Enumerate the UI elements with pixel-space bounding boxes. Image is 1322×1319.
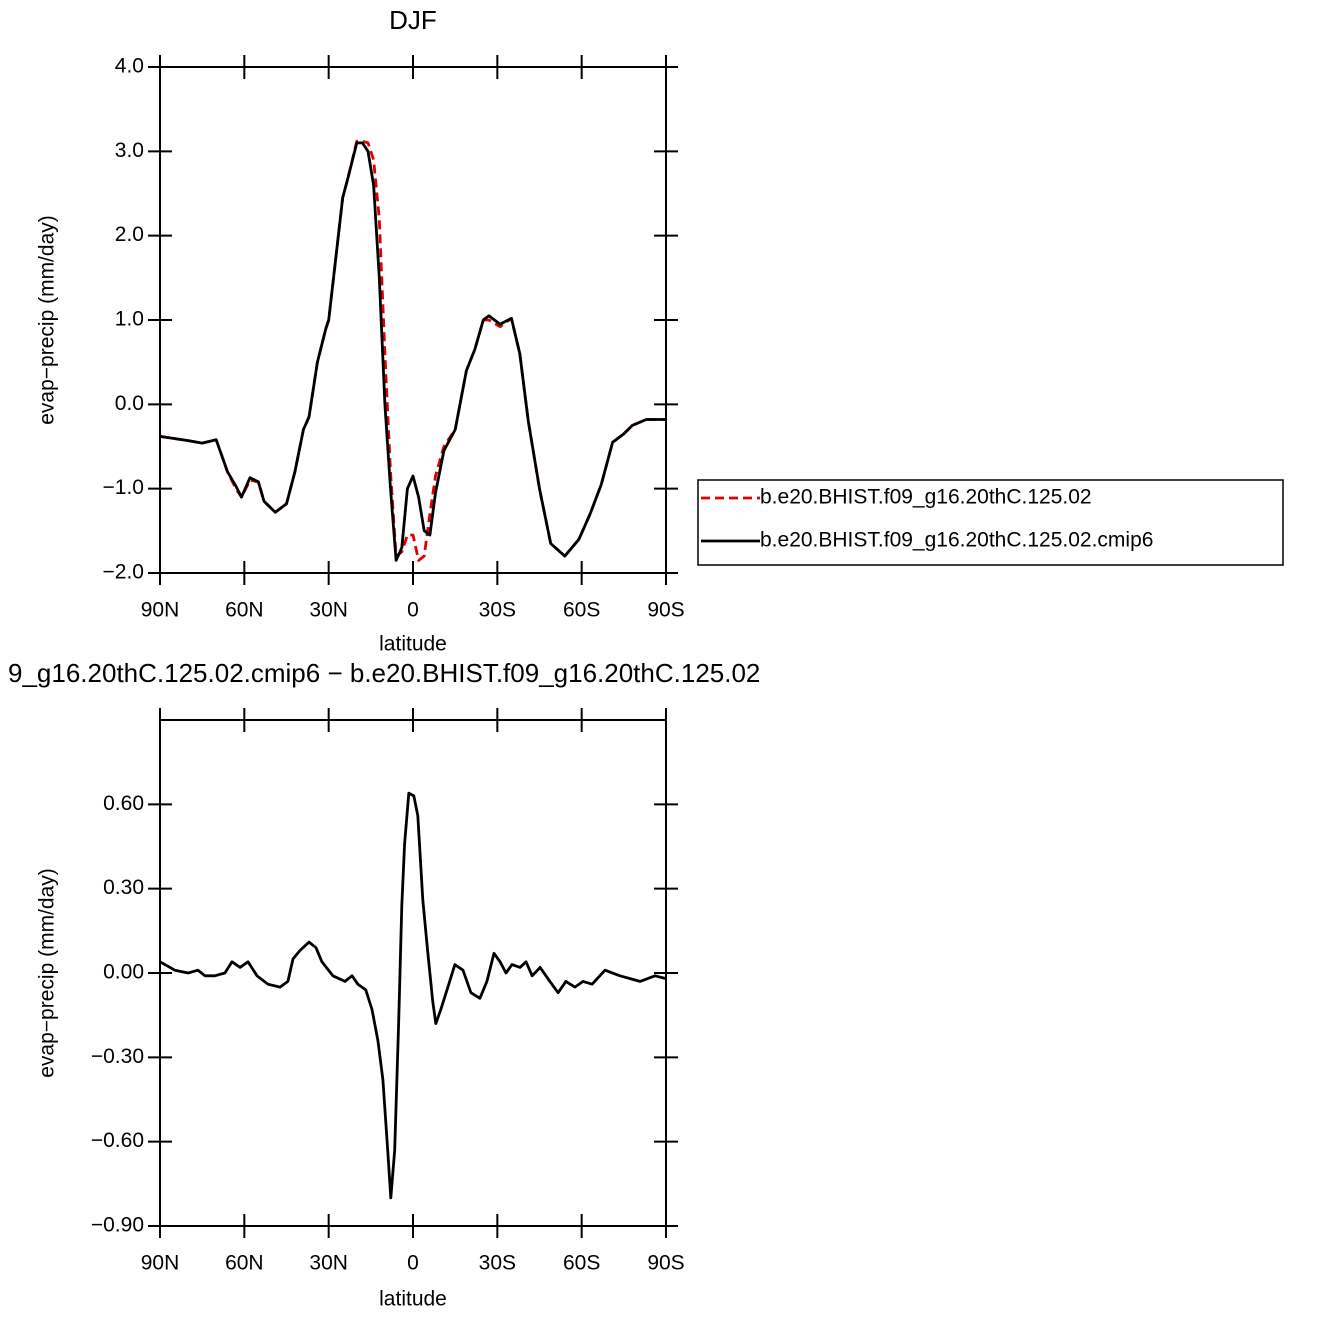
chart-title: 9_g16.20thC.125.02.cmip6 − b.e20.BHIST.f… [8,658,760,688]
x-tick-label: 60N [225,599,264,622]
y-tick-label: −1.0 [103,476,144,499]
y-tick-label: 4.0 [115,55,144,78]
chart-title: DJF [389,5,437,35]
legend-box [697,479,1284,566]
y-tick-label: 0.0 [115,392,144,415]
x-tick-label: 30N [309,1252,348,1275]
x-axis-label: latitude [379,1288,447,1311]
x-tick-label: 60N [225,1252,264,1275]
y-tick-label: 3.0 [115,139,144,162]
data-line [159,141,666,562]
y-tick-label: 0.30 [103,876,144,899]
y-tick-label: −0.60 [91,1129,144,1152]
x-tick-label: 0 [407,599,419,622]
y-tick-label: 0.60 [103,792,144,815]
x-tick-label: 90N [141,1252,180,1275]
x-tick-label: 30S [479,599,516,622]
y-tick-label: 2.0 [115,223,144,246]
x-tick-label: 30N [309,599,348,622]
y-axis-label: evap−precip (mm/day) [36,868,59,1078]
x-axis-label: latitude [379,633,447,656]
x-tick-label: 60S [563,1252,600,1275]
x-tick-label: 30S [479,1252,516,1275]
y-tick-label: −0.30 [91,1045,144,1068]
x-tick-label: 90S [647,599,684,622]
data-line [159,791,667,1200]
plot-frame [159,66,667,574]
y-tick-label: −2.0 [103,561,144,584]
x-tick-label: 0 [407,1252,419,1275]
x-tick-label: 60S [563,599,600,622]
x-tick-label: 90S [647,1252,684,1275]
y-tick-label: 1.0 [115,308,144,331]
data-line [159,139,666,562]
legend-label: b.e20.BHIST.f09_g16.20thC.125.02.cmip6 [760,529,1153,552]
x-tick-label: 90N [141,599,180,622]
y-tick-label: −0.90 [91,1214,144,1237]
y-axis-label: evap−precip (mm/day) [36,215,59,425]
y-tick-label: 0.00 [103,961,144,984]
legend-label: b.e20.BHIST.f09_g16.20thC.125.02 [760,486,1092,509]
